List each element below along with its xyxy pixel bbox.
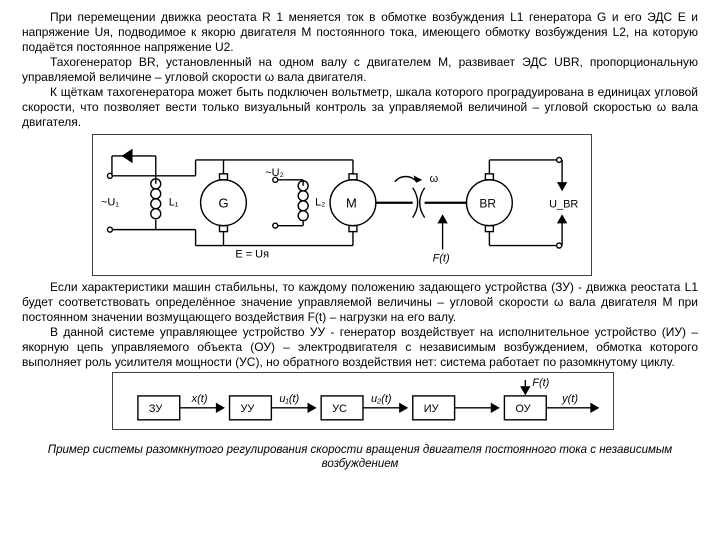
sig-u1: u₁(t) xyxy=(279,393,299,405)
block-us: УС xyxy=(332,403,347,415)
sig-y: y(t) xyxy=(561,393,578,405)
label-u1: ~U₁ xyxy=(101,197,119,209)
block-diagram: ЗУ УУ УС ИУ ОУ x(t) u₁(t) u₂(t) y(t) F(t… xyxy=(112,372,614,430)
circuit-diagram: ~U₁ L₁ G E = Uя ~U₂ xyxy=(92,134,592,276)
label-m: M xyxy=(346,196,357,211)
label-ubr: U_BR xyxy=(549,199,578,211)
paragraph-5: В данной системе управляющее устройство … xyxy=(22,325,698,370)
sig-u2: u₂(t) xyxy=(371,393,392,405)
block-uu: УУ xyxy=(240,403,254,415)
label-g: G xyxy=(218,196,228,211)
label-u2: ~U₂ xyxy=(265,167,284,179)
paragraph-3: К щёткам тахогенератора может быть подкл… xyxy=(22,85,698,130)
label-ft: F(t) xyxy=(433,252,450,264)
caption: Пример системы разомкнутого регулировани… xyxy=(22,444,698,472)
paragraph-4: Если характеристики машин стабильны, то … xyxy=(22,280,698,325)
paragraph-1: При перемещении движка реостата R 1 меня… xyxy=(22,10,698,55)
sig-f: F(t) xyxy=(532,377,549,389)
sig-x: x(t) xyxy=(191,393,208,405)
block-ou: ОУ xyxy=(515,403,530,415)
label-l2: L₂ xyxy=(315,197,325,209)
label-e: E = Uя xyxy=(235,249,269,261)
label-br: BR xyxy=(479,197,496,211)
block-zu: ЗУ xyxy=(149,403,162,415)
paragraph-2: Тахогенератор BR, установленный на одном… xyxy=(22,55,698,85)
label-omega: ω xyxy=(430,173,439,185)
block-iu: ИУ xyxy=(424,403,439,415)
label-l1: L₁ xyxy=(169,197,179,209)
